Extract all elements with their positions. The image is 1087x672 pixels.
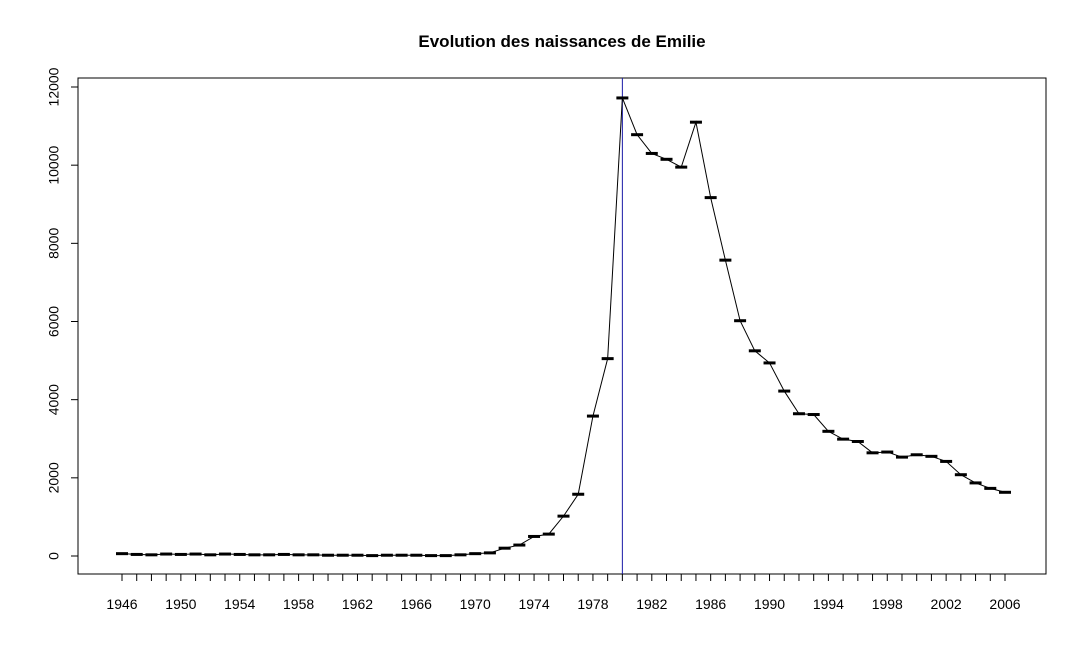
y-tick-label: 6000	[46, 306, 62, 337]
x-tick-label: 1990	[754, 596, 785, 612]
x-tick-label: 1978	[577, 596, 608, 612]
y-tick-label: 2000	[46, 462, 62, 493]
x-tick-label: 1982	[636, 596, 667, 612]
x-tick-label: 1986	[695, 596, 726, 612]
y-tick-label: 12000	[46, 67, 62, 106]
plot-area-frame	[77, 77, 1047, 575]
x-tick-label: 1962	[342, 596, 373, 612]
x-tick-label: 1966	[401, 596, 432, 612]
y-tick-label: 0	[46, 552, 62, 560]
x-axis: 1946 1950 1954 1958 1962 1966 1970 1974 1978 1982…	[106, 573, 1021, 612]
y-tick-label: 4000	[46, 384, 62, 415]
y-tick-label: 10000	[46, 145, 62, 184]
x-tick-label: 1946	[106, 596, 137, 612]
x-tick-label: 1954	[224, 596, 255, 612]
x-tick-label: 1974	[518, 596, 549, 612]
x-tick-label: 1998	[872, 596, 903, 612]
x-tick-label: 1958	[283, 596, 314, 612]
chart-title: Evolution des naissances de Emilie	[418, 32, 705, 51]
series-line	[121, 97, 1006, 557]
series-layer	[116, 96, 1011, 558]
x-tick-label: 1994	[813, 596, 844, 612]
y-tick-label: 8000	[46, 228, 62, 259]
x-tick-label: 2006	[989, 596, 1020, 612]
x-tick-label: 1970	[460, 596, 491, 612]
x-tick-label: 1950	[165, 596, 196, 612]
y-axis: 0 2000 4000 6000 8000 10000 12000	[46, 67, 79, 560]
x-tick-label: 2002	[931, 596, 962, 612]
